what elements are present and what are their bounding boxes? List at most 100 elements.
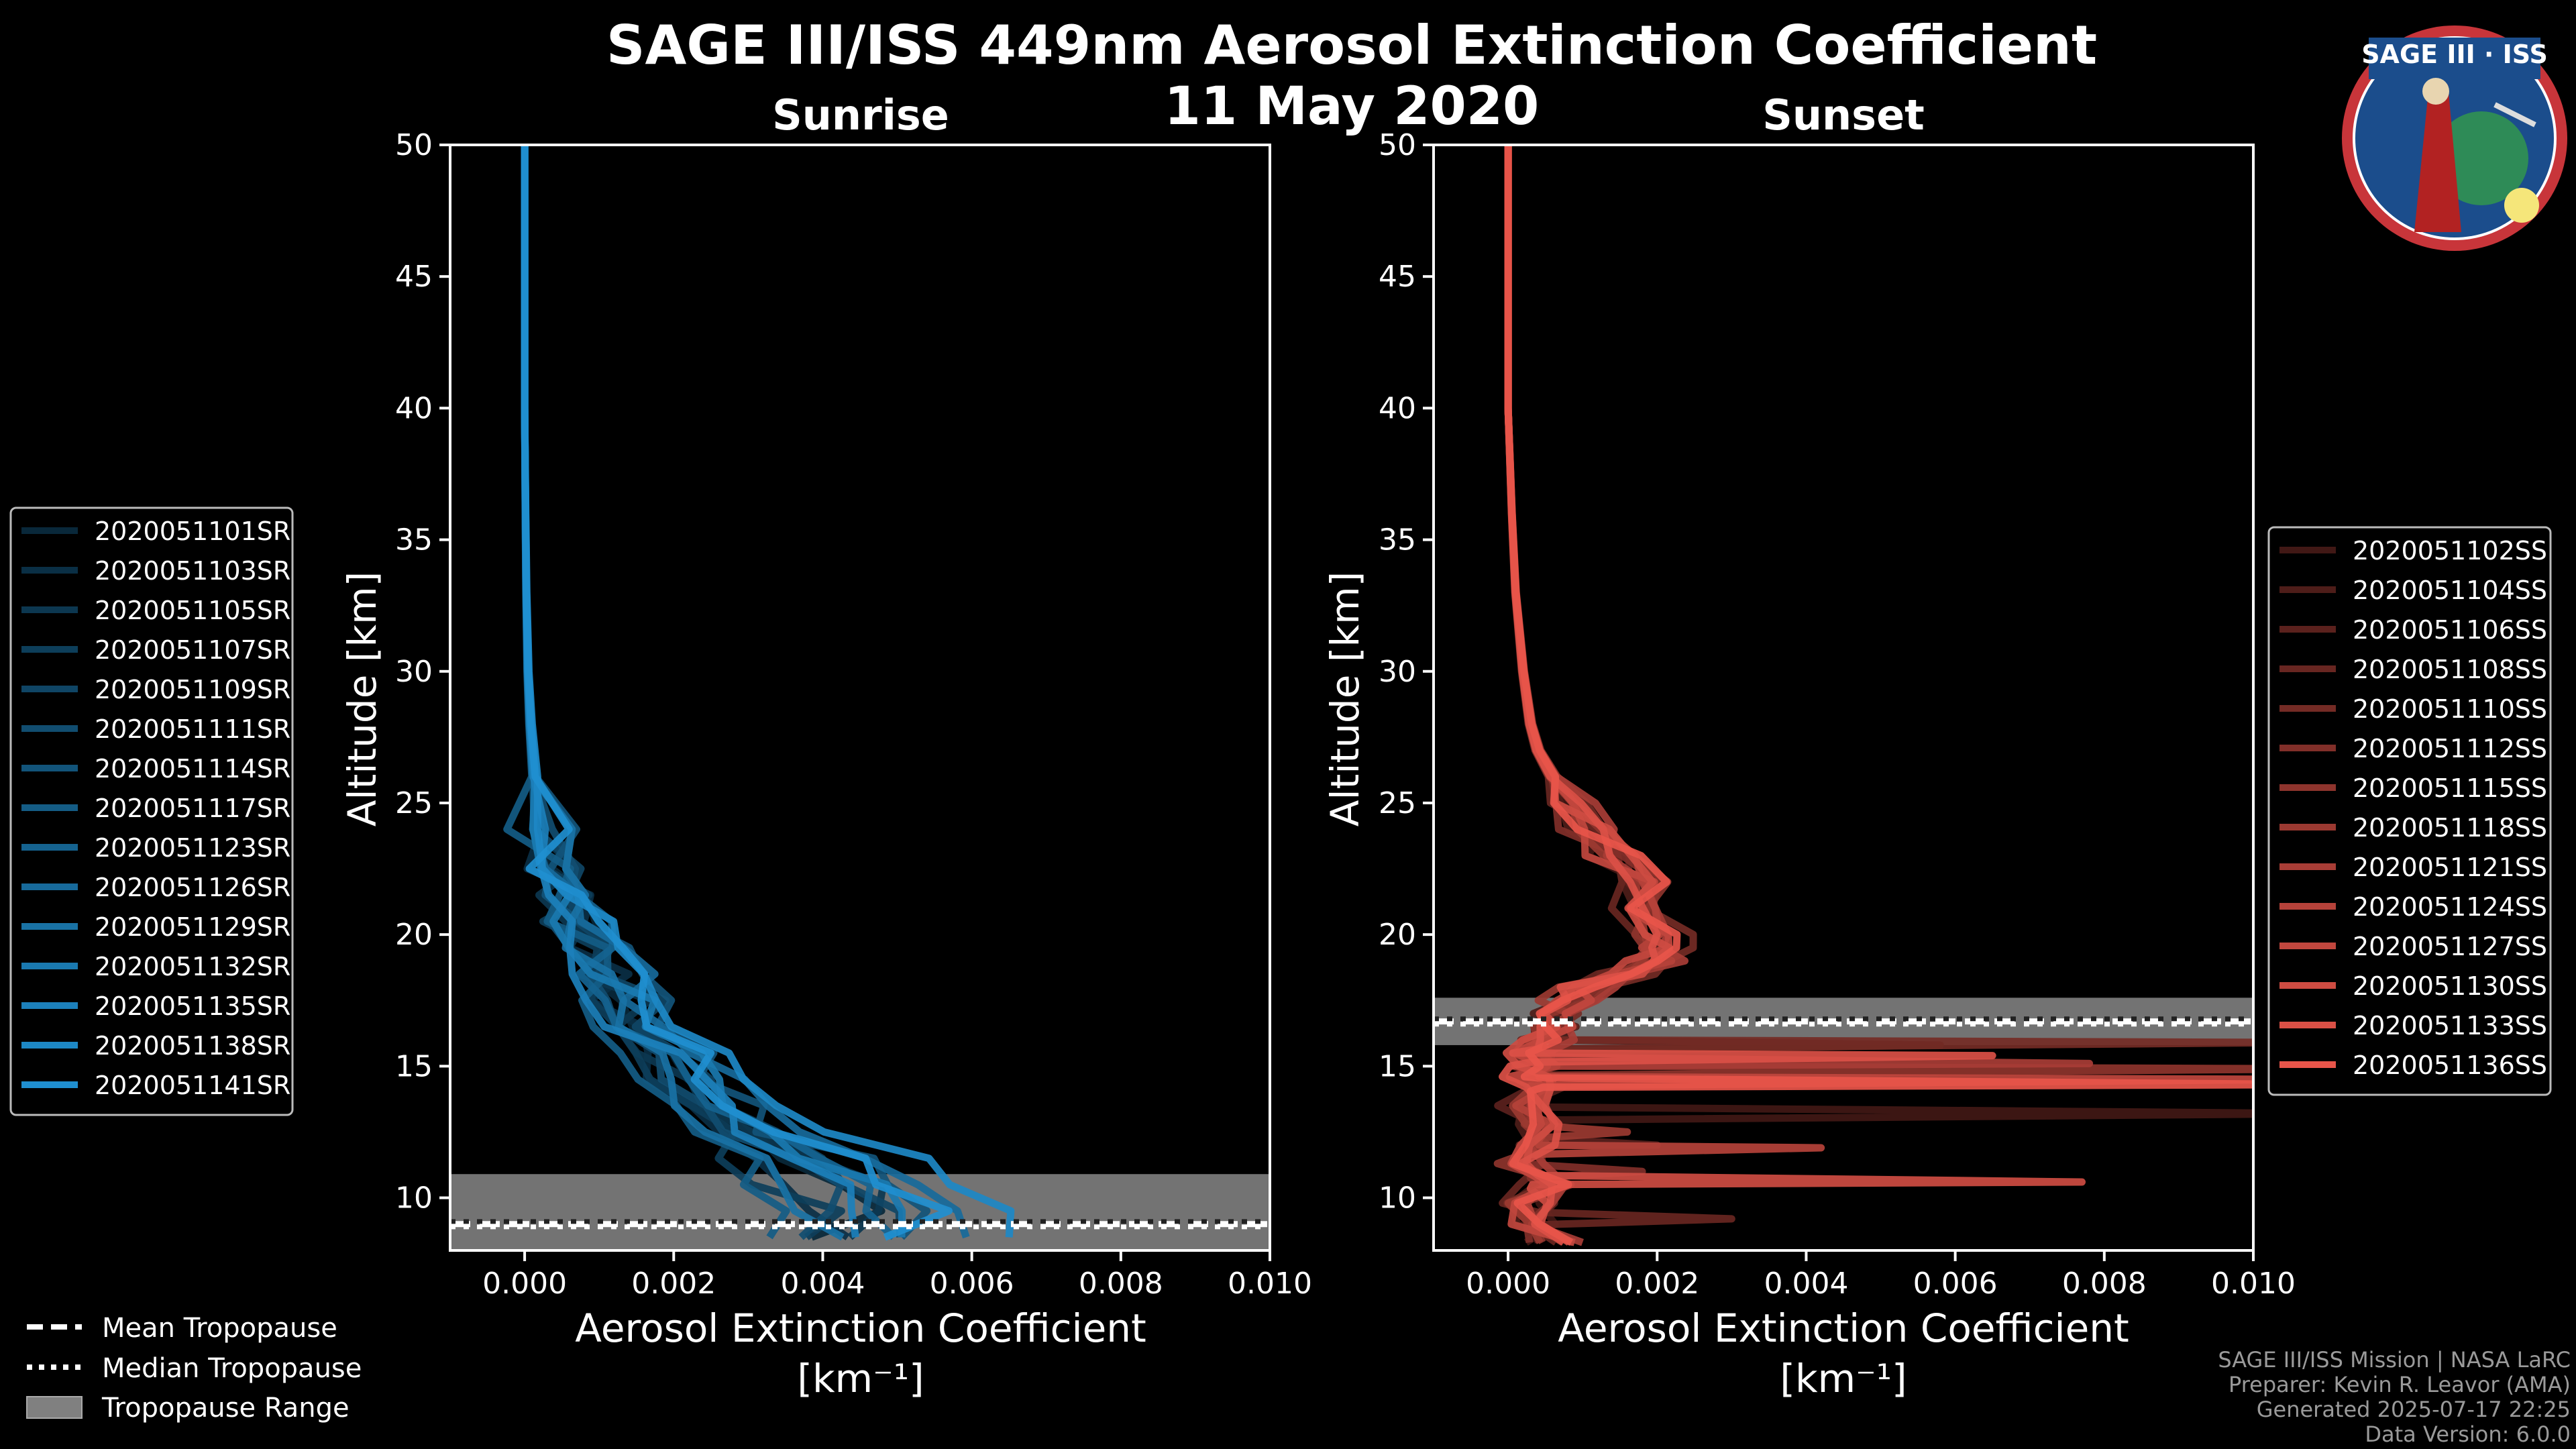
x-tick-label: 0.010 [1228,1267,1312,1301]
y-tick-label: 30 [1379,655,1416,689]
figure-icon [2414,85,2461,232]
y-tick-label: 25 [395,786,433,820]
sunrise-series-line-2020051138SR [521,145,1015,1238]
legend-label: 2020051141SR [95,1071,290,1100]
sunrise-title: Sunrise [772,91,949,140]
sunrise-series-line-2020051141SR [521,145,953,1241]
legend-label: 2020051136SS [2353,1051,2547,1080]
x-tick-label: 0.006 [1913,1267,1998,1301]
sunset-plot-area: 0.000 0.002 0.004 0.006 0.008 0.010 10 15 20 25 30… [1379,128,2296,1301]
credit-preparer: Preparer: Kevin R. Leavor (AMA) [2229,1372,2571,1397]
sunrise-ylabel: Altitude [km] [339,572,385,826]
legend-label: 2020051124SS [2353,892,2547,922]
legend-label: 2020051127SS [2353,932,2547,961]
sunset-legend: 2020051102SS 2020051104SS 2020051106SS 2020… [2267,526,2552,1096]
legend-label: 2020051110SS [2353,694,2547,724]
iss-icon [2493,102,2536,127]
tropopause-range-label: Tropopause Range [101,1393,350,1424]
legend-label: 2020051103SR [95,556,290,586]
sunrise-xunit: [km⁻¹] [797,1356,924,1401]
y-tick-label: 35 [1379,523,1416,557]
sunrise-panel: Sunrise 0.000 0.002 0.004 0.006 0.008 0.010 10… [339,91,1312,1401]
figure-date: 11 May 2020 [1165,76,1540,137]
legend-label: 2020051135SR [95,991,290,1021]
credit-data-version: Data Version: 6.0.0 [2365,1421,2571,1447]
x-tick-label: 0.000 [482,1267,567,1301]
sunset-xlabel: Aerosol Extinction Coefficient [1558,1305,2129,1351]
tropopause-range-band [450,1174,1270,1250]
legend-label: 2020051101SR [95,517,290,546]
legend-label: 2020051133SS [2353,1011,2547,1040]
y-tick-label: 50 [1379,128,1416,162]
x-tick-label: 0.004 [780,1267,865,1301]
legend-label: 2020051138SR [95,1031,290,1061]
legend-label: 2020051102SS [2353,536,2547,566]
tropopause-range-swatch [26,1396,83,1419]
sunset-panel: Sunset 0.000 0.002 0.004 0.006 0.008 0.010 10 1… [1322,91,2296,1401]
x-tick-label: 0.002 [631,1267,716,1301]
legend-label: 2020051114SR [95,754,290,784]
tropopause-legend: Mean Tropopause Median Tropopause Tropop… [26,1313,362,1424]
legend-label: 2020051111SR [95,714,290,744]
sunrise-series-group [503,145,1015,1241]
legend-label: 2020051118SS [2353,813,2547,843]
x-tick-label: 0.008 [2062,1267,2147,1301]
sage-logo: SAGE III · ISS [2342,25,2567,251]
sunset-xunit: [km⁻¹] [1780,1356,1907,1401]
sunset-title: Sunset [1762,91,1925,140]
y-tick-label: 30 [395,655,433,689]
sunrise-plot-area: 0.000 0.002 0.004 0.006 0.008 0.010 10 15 20 25 30… [395,128,1312,1301]
legend-label: 2020051129SR [95,912,290,942]
legend-label: 2020051123SR [95,833,290,863]
credit-generated: Generated 2025-07-17 22:25 [2257,1397,2571,1422]
y-tick-label: 40 [1379,391,1416,425]
legend-label: 2020051115SS [2353,773,2547,803]
legend-frame [2267,526,2552,1096]
sunrise-series-line-2020051126SR [521,145,970,1239]
x-tick-label: 0.010 [2211,1267,2296,1301]
x-tick-label: 0.000 [1466,1267,1550,1301]
credit-mission: SAGE III/ISS Mission | NASA LaRC [2218,1347,2571,1373]
y-tick-label: 50 [395,128,433,162]
legend-label: 2020051126SR [95,873,290,902]
figure-title: SAGE III/ISS 449nm Aerosol Extinction Co… [606,14,2097,76]
median-tropopause-label: Median Tropopause [102,1353,362,1384]
y-tick-label: 35 [395,523,433,557]
x-tick-label: 0.006 [930,1267,1014,1301]
y-tick-label: 10 [395,1181,433,1216]
legend-label: 2020051106SS [2353,615,2547,645]
y-tick-label: 10 [1379,1181,1416,1216]
sunset-ylabel: Altitude [km] [1322,572,1368,826]
legend-label: 2020051109SR [95,675,290,704]
y-tick-label: 25 [1379,786,1416,820]
sunrise-xlabel: Aerosol Extinction Coefficient [575,1305,1146,1351]
x-tick-label: 0.008 [1079,1267,1163,1301]
y-tick-label: 45 [1379,260,1416,294]
plot-frame [449,144,1271,1252]
legend-label: 2020051132SR [95,952,290,981]
y-tick-label: 15 [395,1049,433,1083]
logo-text: SAGE III · ISS [2361,40,2548,69]
sunrise-legend: 2020051101SR 2020051103SR 2020051105SR 2020… [9,506,294,1116]
sunset-series-group [1493,145,2253,1246]
legend-label: 2020051105SR [95,596,290,625]
globe-icon [2434,111,2528,205]
legend-label: 2020051108SS [2353,655,2547,684]
y-tick-label: 20 [1379,918,1416,952]
y-tick-label: 45 [395,260,433,294]
sunset-series-line-2020051136SS [1504,145,2253,1246]
sun-icon [2504,188,2539,223]
x-tick-label: 0.002 [1615,1267,1699,1301]
legend-frame [9,506,294,1116]
y-tick-label: 15 [1379,1049,1416,1083]
y-tick-label: 40 [395,391,433,425]
legend-label: 2020051104SS [2353,576,2547,605]
legend-label: 2020051130SS [2353,971,2547,1001]
mean-tropopause-label: Mean Tropopause [102,1313,337,1344]
legend-label: 2020051107SR [95,635,290,665]
legend-label: 2020051121SS [2353,853,2547,882]
credits: SAGE III/ISS Mission | NASA LaRC Prepare… [2218,1347,2571,1447]
sunrise-series-line-2020051135SR [521,145,859,1238]
legend-label: 2020051117SR [95,794,290,823]
